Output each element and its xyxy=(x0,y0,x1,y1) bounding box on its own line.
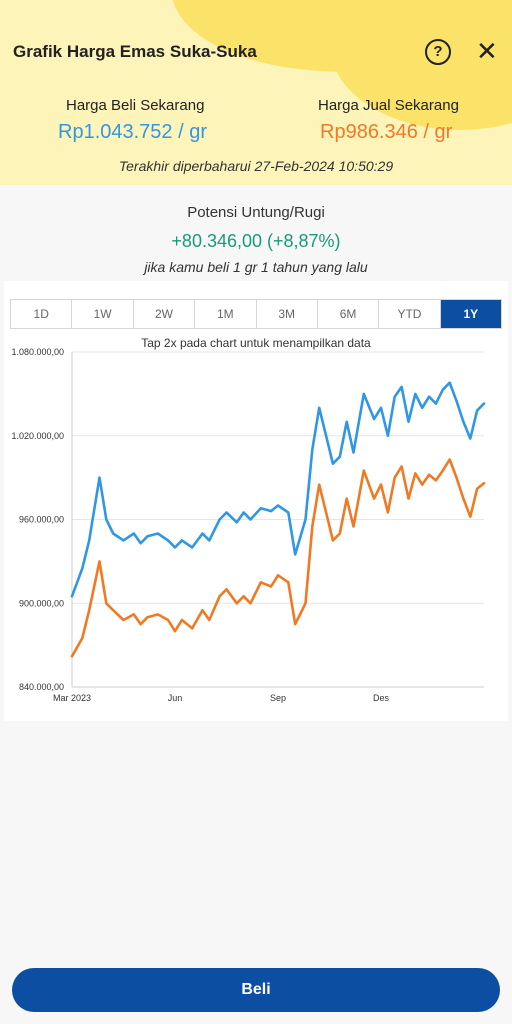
buy-price-value: Rp1.043.752 / gr xyxy=(58,121,207,143)
y-tick-label: 1.080.000,00 xyxy=(11,347,64,357)
buy-price-line xyxy=(70,381,486,598)
tab-3m[interactable]: 3M xyxy=(256,300,318,328)
tab-1d[interactable]: 1D xyxy=(11,300,73,328)
tab-6m[interactable]: 6M xyxy=(317,300,380,328)
potential-note: jika kamu beli 1 gr 1 tahun yang lalu xyxy=(144,259,368,275)
buy-price-label: Harga Beli Sekarang xyxy=(66,97,205,114)
close-icon[interactable]: ✕ xyxy=(476,36,498,66)
x-tick-label: Jun xyxy=(168,693,183,703)
range-tabs: 1D 1W 2W 1M 3M 6M YTD 1Y xyxy=(10,299,502,329)
sell-price-value: Rp986.346 / gr xyxy=(320,121,453,143)
x-tick-label: Sep xyxy=(270,693,286,703)
help-icon[interactable]: ? xyxy=(425,39,451,65)
potential-value: +80.346,00 (+8,87%) xyxy=(171,231,341,251)
chart-hint: Tap 2x pada chart untuk menampilkan data xyxy=(141,336,371,350)
tab-ytd[interactable]: YTD xyxy=(379,300,441,328)
tab-1w[interactable]: 1W xyxy=(72,300,134,328)
buy-button[interactable]: Beli xyxy=(12,968,500,1012)
sell-price-label: Harga Jual Sekarang xyxy=(318,97,459,114)
tab-2w[interactable]: 2W xyxy=(133,300,196,328)
y-tick-label: 900.000,00 xyxy=(19,598,64,608)
y-tick-label: 840.000,00 xyxy=(19,682,64,692)
last-updated-text: Terakhir diperbaharui 27-Feb-2024 10:50:… xyxy=(118,158,394,174)
tab-1y[interactable]: 1Y xyxy=(440,300,501,328)
tab-1m[interactable]: 1M xyxy=(195,300,257,328)
page-title: Grafik Harga Emas Suka-Suka xyxy=(13,42,257,61)
y-tick-label: 1.020.000,00 xyxy=(11,431,64,441)
potential-label: Potensi Untung/Rugi xyxy=(187,204,325,221)
sell-price-line xyxy=(70,458,486,658)
x-tick-label: Mar 2023 xyxy=(53,693,91,703)
header-banner: Grafik Harga Emas Suka-Suka ? ✕ Harga Be… xyxy=(0,0,512,185)
x-tick-label: Des xyxy=(373,693,390,703)
chart-card xyxy=(4,281,508,721)
y-tick-label: 960.000,00 xyxy=(19,515,64,525)
